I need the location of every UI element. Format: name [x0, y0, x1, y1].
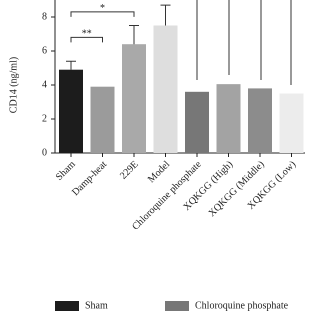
legend-swatch [165, 301, 189, 311]
bar [185, 91, 209, 153]
legend-label: Sham [85, 300, 108, 311]
y-tick-label: 4 [42, 79, 47, 90]
y-axis-label: CD14 (ng/ml) [8, 57, 19, 113]
bar [90, 86, 115, 153]
y-tick-label: 8 [42, 11, 47, 22]
significance-label: * [100, 3, 105, 14]
x-tick-label: Sham [54, 159, 78, 183]
x-tick-label: Damp-heat [70, 159, 109, 198]
y-tick-label: 0 [42, 147, 47, 158]
bar [216, 84, 241, 153]
significance-bracket [70, 36, 103, 43]
x-tick-label: Model [146, 159, 172, 185]
significance-label: ** [82, 29, 92, 40]
x-tick-label: XQKGG (Middle) [207, 159, 267, 219]
bar [153, 25, 178, 153]
cropped-brackets [196, 0, 292, 85]
error-bar [160, 4, 171, 26]
error-bar [66, 60, 76, 70]
y-tick-label: 2 [42, 113, 47, 124]
error-bar [129, 25, 139, 45]
legend-swatch [55, 301, 79, 311]
legend-label: Chloroquine phosphate [195, 300, 289, 311]
bar [122, 44, 146, 154]
x-tick-label: 229E [118, 159, 141, 182]
bar [59, 69, 83, 153]
y-tick-label: 6 [42, 45, 47, 56]
significance-bracket [70, 11, 135, 17]
bar [279, 93, 304, 153]
bar [248, 88, 272, 153]
